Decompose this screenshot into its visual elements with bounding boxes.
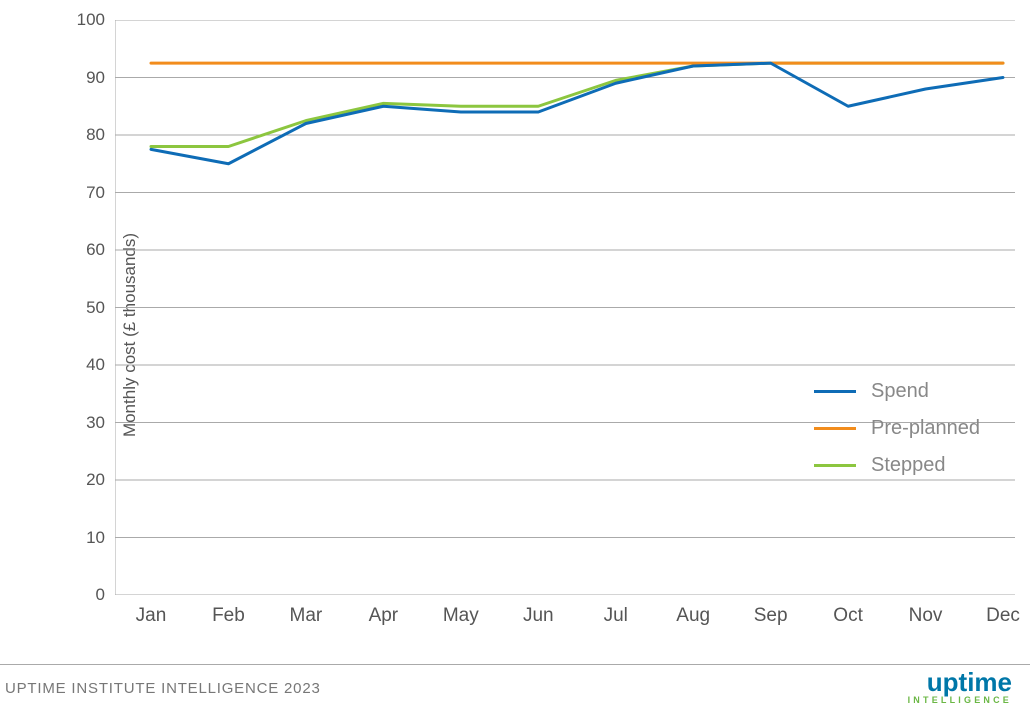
x-tick-label: Jan	[136, 605, 167, 627]
legend-item-spend: Spend	[814, 380, 980, 403]
logo-sub: INTELLIGENCE	[908, 695, 1012, 705]
footer: UPTIME INSTITUTE INTELLIGENCE 2023 uptim…	[0, 664, 1030, 711]
logo-main: uptime	[908, 671, 1012, 694]
chart-svg	[115, 20, 1015, 595]
x-tick-label: Jul	[604, 605, 628, 627]
y-tick-label: 20	[86, 470, 105, 490]
legend-label: Pre-planned	[871, 417, 980, 440]
x-tick-label: Aug	[676, 605, 710, 627]
x-tick-label: Nov	[909, 605, 943, 627]
y-tick-label: 60	[86, 240, 105, 260]
logo: uptime INTELLIGENCE	[908, 671, 1012, 704]
x-tick-label: May	[443, 605, 479, 627]
x-tick-label: Apr	[369, 605, 399, 627]
legend-item-preplanned: Pre-planned	[814, 417, 980, 440]
plot-area	[115, 20, 1015, 595]
chart-container: Monthly cost (£ thousands) 0102030405060…	[20, 10, 1020, 650]
y-tick-label: 40	[86, 355, 105, 375]
legend-swatch	[814, 427, 856, 430]
y-tick-label: 30	[86, 413, 105, 433]
y-tick-label: 100	[77, 10, 105, 30]
legend-label: Spend	[871, 380, 929, 403]
x-tick-label: Dec	[986, 605, 1020, 627]
y-tick-label: 80	[86, 125, 105, 145]
y-tick-label: 50	[86, 298, 105, 318]
x-tick-label: Mar	[290, 605, 323, 627]
legend: Spend Pre-planned Stepped	[814, 380, 980, 491]
x-tick-label: Oct	[833, 605, 863, 627]
legend-swatch	[814, 390, 856, 393]
x-tick-label: Sep	[754, 605, 788, 627]
legend-label: Stepped	[871, 454, 946, 477]
legend-swatch	[814, 464, 856, 467]
x-tick-label: Feb	[212, 605, 245, 627]
x-tick-label: Jun	[523, 605, 554, 627]
footer-credit: UPTIME INSTITUTE INTELLIGENCE 2023	[5, 680, 321, 697]
y-tick-label: 0	[96, 585, 105, 605]
y-tick-label: 70	[86, 183, 105, 203]
y-tick-label: 10	[86, 528, 105, 548]
legend-item-stepped: Stepped	[814, 454, 980, 477]
y-tick-label: 90	[86, 68, 105, 88]
